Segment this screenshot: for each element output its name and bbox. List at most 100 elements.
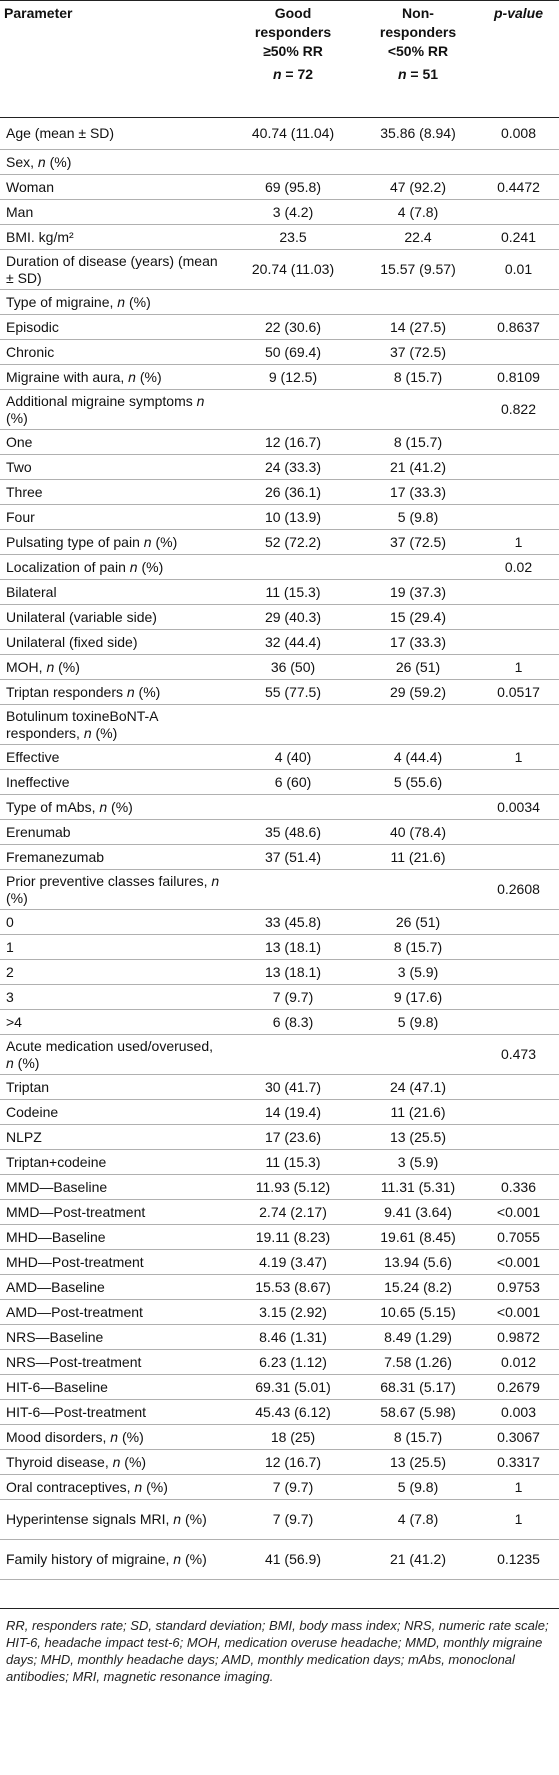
- table-row: NRS—Baseline 8.46 (1.31) 8.49 (1.29) 0.9872: [0, 1324, 559, 1350]
- table-row: Three 26 (36.1) 17 (33.3): [0, 479, 559, 505]
- good-responders-cell: 23.5: [228, 224, 358, 250]
- good-responders-cell: 45.43 (6.12): [228, 1399, 358, 1425]
- p-value-cell: <0.001: [478, 1199, 559, 1225]
- good-responders-cell: 11.93 (5.12): [228, 1174, 358, 1200]
- non-responders-cell: 11 (21.6): [358, 1099, 478, 1125]
- param-cell: Mood disorders, n (%): [0, 1424, 228, 1450]
- non-responders-cell: 26 (51): [358, 909, 478, 935]
- non-responders-cell: 5 (9.8): [358, 1009, 478, 1035]
- param-cell: Fremanezumab: [0, 844, 228, 870]
- p-value-cell: 0.0034: [478, 794, 559, 820]
- good-responders-cell: 6.23 (1.12): [228, 1349, 358, 1375]
- param-cell: Triptan responders n (%): [0, 679, 228, 705]
- non-responders-cell: [358, 289, 478, 315]
- table-row: NRS—Post-treatment 6.23 (1.12) 7.58 (1.26)…: [0, 1349, 559, 1375]
- non-responders-cell: 35.86 (8.94): [358, 117, 478, 150]
- param-cell: 1: [0, 934, 228, 960]
- param-cell: Woman: [0, 174, 228, 200]
- p-value-cell: [478, 959, 559, 985]
- table-body: Age (mean ± SD) 40.74 (11.04) 35.86 (8.94)…: [0, 117, 559, 1580]
- p-value-cell: 0.4472: [478, 174, 559, 200]
- table-row: Acute medication used/overused, n (%) 0.4…: [0, 1034, 559, 1075]
- param-cell: Type of migraine, n (%): [0, 289, 228, 315]
- p-value-cell: [478, 1074, 559, 1100]
- p-value-cell: 0.003: [478, 1399, 559, 1425]
- non-responders-cell: 15.24 (8.2): [358, 1274, 478, 1300]
- non-responders-cell: [358, 1034, 478, 1075]
- good-responders-cell: 13 (18.1): [228, 959, 358, 985]
- param-cell: AMD—Baseline: [0, 1274, 228, 1300]
- non-responders-cell: 40 (78.4): [358, 819, 478, 845]
- param-cell: Episodic: [0, 314, 228, 340]
- good-responders-cell: 19.11 (8.23): [228, 1224, 358, 1250]
- param-cell: Age (mean ± SD): [0, 117, 228, 150]
- table-row: Four 10 (13.9) 5 (9.8): [0, 504, 559, 530]
- non-responders-cell: 9 (17.6): [358, 984, 478, 1010]
- non-responders-cell: [358, 389, 478, 430]
- p-value-cell: 0.336: [478, 1174, 559, 1200]
- param-cell: Three: [0, 479, 228, 505]
- table-row: HIT-6—Post-treatment 45.43 (6.12) 58.67 (5…: [0, 1399, 559, 1425]
- p-value-cell: 1: [478, 529, 559, 555]
- p-value-cell: 0.3067: [478, 1424, 559, 1450]
- non-responders-cell: 3 (5.9): [358, 959, 478, 985]
- non-responders-cell: 4 (44.4): [358, 744, 478, 770]
- param-cell: NLPZ: [0, 1124, 228, 1150]
- table-row: 2 13 (18.1) 3 (5.9): [0, 959, 559, 985]
- non-responders-cell: 37 (72.5): [358, 339, 478, 365]
- good-responders-cell: [228, 794, 358, 820]
- non-responders-cell: 37 (72.5): [358, 529, 478, 555]
- non-responders-cell: 5 (55.6): [358, 769, 478, 795]
- good-responders-cell: 24 (33.3): [228, 454, 358, 480]
- non-responders-cell: [358, 794, 478, 820]
- p-value-cell: [478, 769, 559, 795]
- p-value-cell: [478, 199, 559, 225]
- non-responders-cell: 15.57 (9.57): [358, 249, 478, 290]
- good-responders-cell: 10 (13.9): [228, 504, 358, 530]
- good-responders-cell: [228, 1034, 358, 1075]
- p-value-cell: 0.7055: [478, 1224, 559, 1250]
- table-footnote: RR, responders rate; SD, standard deviat…: [0, 1608, 559, 1685]
- good-responders-cell: 17 (23.6): [228, 1124, 358, 1150]
- p-value-cell: 1: [478, 1499, 559, 1540]
- good-responders-cell: 55 (77.5): [228, 679, 358, 705]
- table-row: >4 6 (8.3) 5 (9.8): [0, 1009, 559, 1035]
- param-cell: Sex, n (%): [0, 149, 228, 175]
- p-value-cell: 0.2608: [478, 869, 559, 910]
- table-row: Duration of disease (years) (mean ± SD) 2…: [0, 249, 559, 290]
- param-cell: >4: [0, 1009, 228, 1035]
- table-header-row: Parameter Good responders ≥50% RR n = 72…: [0, 0, 559, 118]
- table-row: MHD—Baseline 19.11 (8.23) 19.61 (8.45) 0.70…: [0, 1224, 559, 1250]
- table-row: Woman 69 (95.8) 47 (92.2) 0.4472: [0, 174, 559, 200]
- table-row: NLPZ 17 (23.6) 13 (25.5): [0, 1124, 559, 1150]
- param-cell: One: [0, 429, 228, 455]
- p-value-cell: 0.2679: [478, 1374, 559, 1400]
- p-value-cell: 0.8637: [478, 314, 559, 340]
- param-cell: Migraine with aura, n (%): [0, 364, 228, 390]
- p-value-cell: 0.3317: [478, 1449, 559, 1475]
- table-row: Effective 4 (40) 4 (44.4) 1: [0, 744, 559, 770]
- non-responders-cell: 9.41 (3.64): [358, 1199, 478, 1225]
- table-row: One 12 (16.7) 8 (15.7): [0, 429, 559, 455]
- non-responders-cell: 4 (7.8): [358, 1499, 478, 1540]
- table-row: Additional migraine symptoms n (%) 0.822: [0, 389, 559, 430]
- table-row: Unilateral (fixed side) 32 (44.4) 17 (33.3…: [0, 629, 559, 655]
- p-value-cell: 0.9753: [478, 1274, 559, 1300]
- table-row: Prior preventive classes failures, n (%)…: [0, 869, 559, 910]
- non-responders-cell: 22.4: [358, 224, 478, 250]
- non-responders-cell: 29 (59.2): [358, 679, 478, 705]
- p-value-cell: 0.473: [478, 1034, 559, 1075]
- p-value-cell: [478, 149, 559, 175]
- non-responders-cell: 3 (5.9): [358, 1149, 478, 1175]
- p-value-cell: [478, 844, 559, 870]
- good-responders-cell: [228, 869, 358, 910]
- non-responders-cell: 47 (92.2): [358, 174, 478, 200]
- param-cell: Man: [0, 199, 228, 225]
- good-responders-cell: [228, 149, 358, 175]
- good-responders-cell: [228, 704, 358, 745]
- param-cell: Acute medication used/overused, n (%): [0, 1034, 228, 1075]
- table-row: Unilateral (variable side) 29 (40.3) 15 (2…: [0, 604, 559, 630]
- p-value-cell: [478, 289, 559, 315]
- good-responders-cell: 20.74 (11.03): [228, 249, 358, 290]
- p-value-cell: [478, 454, 559, 480]
